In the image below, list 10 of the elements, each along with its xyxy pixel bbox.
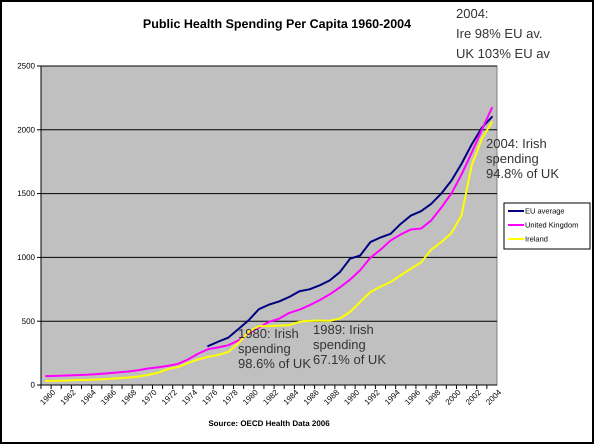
source-note: Source: OECD Health Data 2006 [208, 419, 330, 428]
y-tick-label: 2000 [17, 125, 36, 134]
y-tick-label: 500 [22, 316, 36, 326]
y-tick-label: 1500 [17, 189, 36, 198]
y-tick-label: 0 [30, 380, 36, 390]
annotation: 1989: Irish spending 67.1% of UK [313, 322, 386, 367]
y-tick-label: 2500 [17, 62, 36, 71]
y-tick-label: 1000 [17, 252, 36, 262]
chart-title: Public Health Spending Per Capita 1960-2004 [142, 17, 412, 31]
text: 2004: Ire 98% EU av. UK 103% EU av [456, 6, 550, 61]
